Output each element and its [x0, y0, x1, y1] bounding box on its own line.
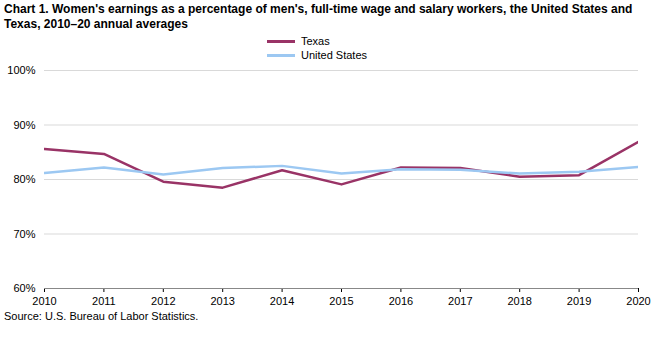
svg-text:2013: 2013: [210, 295, 234, 307]
svg-text:2016: 2016: [389, 295, 413, 307]
svg-text:100%: 100%: [7, 64, 35, 76]
svg-text:2014: 2014: [270, 295, 294, 307]
svg-text:2018: 2018: [507, 295, 531, 307]
svg-text:90%: 90%: [13, 119, 35, 131]
html-text:Chart 1. Women's earnings as a: Chart 1. Women's earnings as a percentag…: [4, 2, 633, 31]
svg-text:2020: 2020: [626, 295, 650, 307]
html-text:United States: United States: [301, 49, 367, 61]
svg-text:60%: 60%: [13, 282, 35, 294]
svg-text:2010: 2010: [32, 295, 56, 307]
svg-text:2015: 2015: [329, 295, 353, 307]
svg-text:80%: 80%: [13, 173, 35, 185]
html-text:Source: U.S. Bureau of Labor S: Source: U.S. Bureau of Labor Statistics.: [4, 310, 199, 322]
svg-text:2017: 2017: [448, 295, 472, 307]
html-text:Texas: Texas: [301, 35, 330, 47]
svg-text:2012: 2012: [151, 295, 175, 307]
svg-text:2019: 2019: [567, 295, 591, 307]
svg-text:70%: 70%: [13, 228, 35, 240]
svg-text:2011: 2011: [92, 295, 116, 307]
